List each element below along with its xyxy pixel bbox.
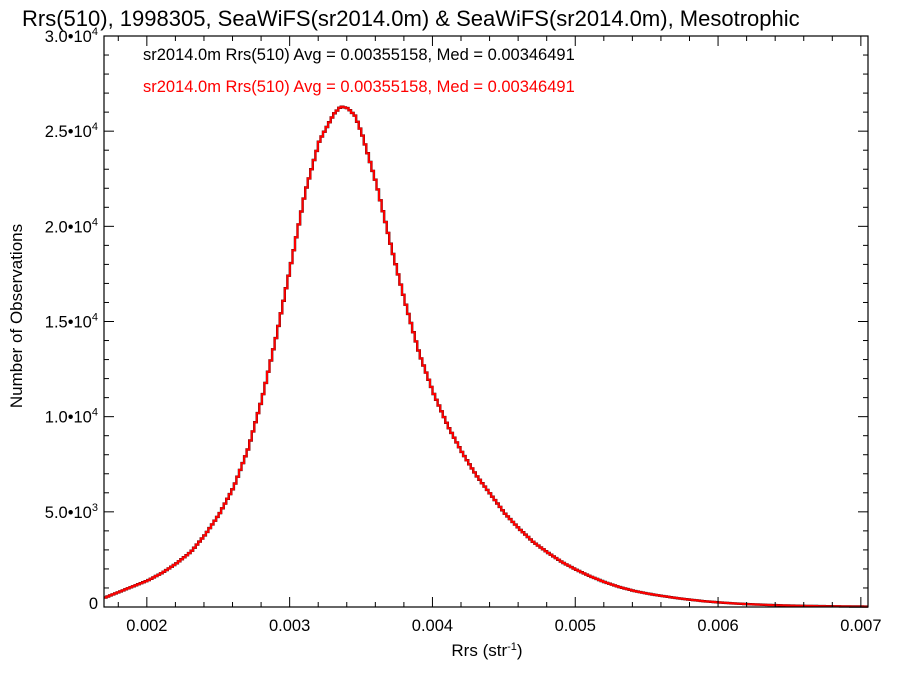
x-tick-label-1: 0.003 xyxy=(269,617,310,635)
y-tick-label-5: 2.5•104 xyxy=(45,121,98,141)
legend-entry-1: sr2014.0m Rrs(510) Avg = 0.00355158, Med… xyxy=(143,46,575,64)
x-tick-label-3: 0.005 xyxy=(555,617,596,635)
y-tick-label-1: 5.0•103 xyxy=(45,502,98,522)
y-tick-label-6: 3.0•104 xyxy=(45,26,98,46)
y-tick-label-2: 1.0•104 xyxy=(45,407,98,427)
legend: sr2014.0m Rrs(510) Avg = 0.00355158, Med… xyxy=(143,46,575,96)
x-tick-label-5: 0.007 xyxy=(840,617,881,635)
y-tick-label-4: 2.0•104 xyxy=(45,216,98,236)
y-tick-label-3: 1.5•104 xyxy=(45,312,98,332)
x-tick-label-4: 0.006 xyxy=(697,617,738,635)
series-layer xyxy=(104,105,868,608)
y-tick-label-0: 0 xyxy=(89,595,98,613)
series-line-1 xyxy=(104,105,868,608)
chart-title: Rrs(510), 1998305, SeaWiFS(sr2014.0m) & … xyxy=(22,6,800,31)
plot-frame xyxy=(103,35,869,608)
axis-ticks: 0.002 0.003 0.004 0.005 0.006 0.007 0 5.0•103 1.… xyxy=(45,26,882,635)
x-tick-label-2: 0.004 xyxy=(412,617,453,635)
x-axis-label: Rrs (str-1) xyxy=(451,641,522,660)
series-line-2 xyxy=(104,105,868,608)
x-tick-label-0: 0.002 xyxy=(126,617,167,635)
legend-entry-2: sr2014.0m Rrs(510) Avg = 0.00355158, Med… xyxy=(143,78,575,96)
y-axis-label: Number of Observations xyxy=(7,224,26,408)
